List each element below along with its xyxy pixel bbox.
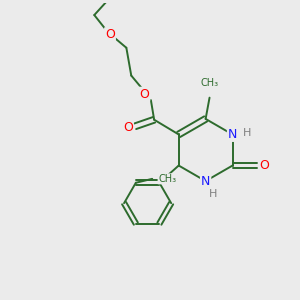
Text: O: O <box>123 122 133 134</box>
Text: N: N <box>228 128 237 141</box>
Text: O: O <box>105 28 115 41</box>
Text: H: H <box>208 188 217 199</box>
Text: N: N <box>201 175 210 188</box>
Text: CH₃: CH₃ <box>158 174 176 184</box>
Text: CH₃: CH₃ <box>200 78 219 88</box>
Text: H: H <box>243 128 251 138</box>
Text: O: O <box>259 159 269 172</box>
Text: O: O <box>140 88 149 101</box>
